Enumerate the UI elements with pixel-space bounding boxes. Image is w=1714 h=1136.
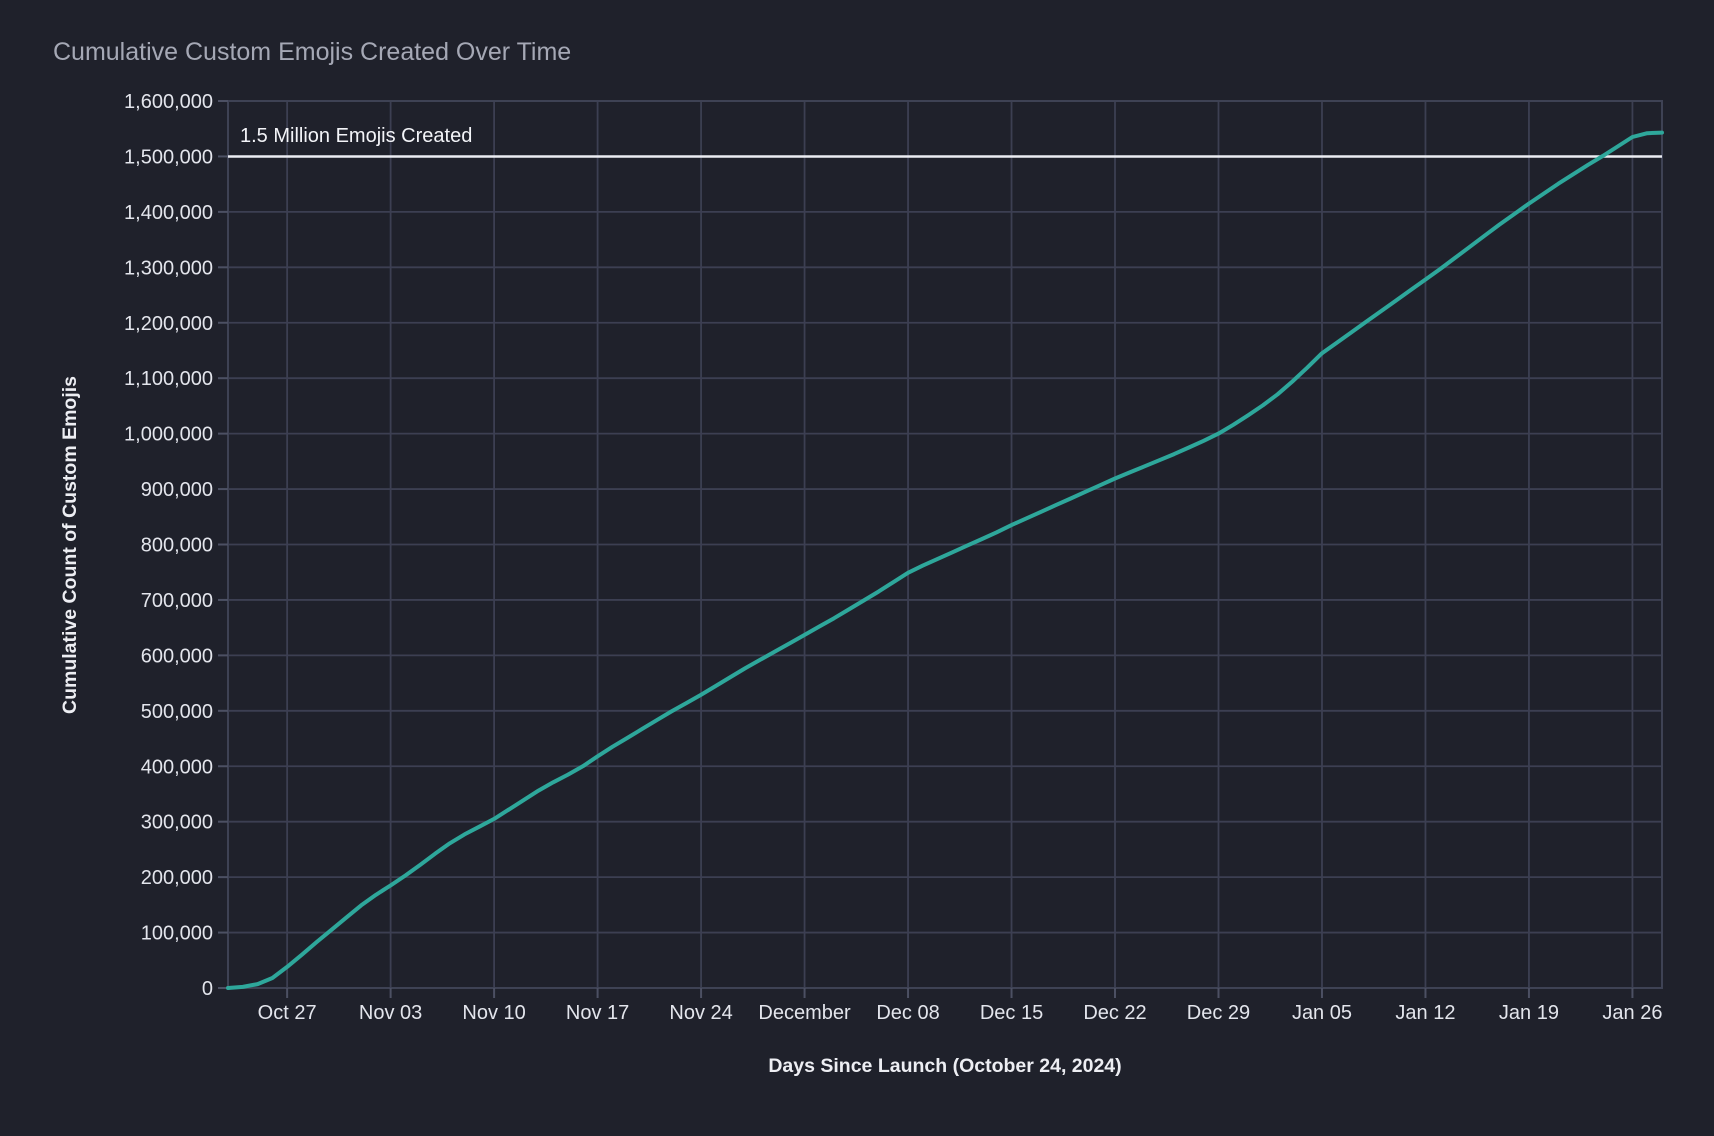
x-tick-label: Oct 27 — [258, 1002, 317, 1024]
x-tick-label: December — [758, 1002, 851, 1024]
grid-layer — [227, 100, 1663, 989]
x-tick-label: Dec 29 — [1187, 1002, 1250, 1024]
x-tick-label: Dec 22 — [1083, 1002, 1146, 1024]
y-tick-label: 900,000 — [141, 479, 213, 501]
y-tick-label: 100,000 — [141, 923, 213, 945]
y-tick-label: 700,000 — [141, 590, 213, 612]
x-tick-label: Dec 15 — [980, 1002, 1043, 1024]
x-axis-title: Days Since Launch (October 24, 2024) — [768, 1055, 1121, 1077]
tick-layer: 0 100,000 200,000 300,000 400,000 500,000 600,… — [124, 91, 1662, 1024]
x-tick-label: Nov 17 — [566, 1002, 629, 1024]
y-axis-title: Cumulative Count of Custom Emojis — [59, 376, 81, 714]
y-tick-label: 800,000 — [141, 535, 213, 557]
x-tick-label: Jan 26 — [1602, 1002, 1662, 1024]
y-tick-label: 1,000,000 — [124, 424, 213, 446]
y-tick-label: 500,000 — [141, 701, 213, 723]
x-tick-label: Jan 05 — [1292, 1002, 1352, 1024]
y-tick-label: 1,400,000 — [124, 202, 213, 224]
y-tick-label: 1,200,000 — [124, 313, 213, 335]
chart-title: Cumulative Custom Emojis Created Over Ti… — [53, 38, 571, 66]
series-layer — [226, 130, 1664, 990]
x-tick-label: Nov 03 — [359, 1002, 422, 1024]
y-tick-label: 200,000 — [141, 867, 213, 889]
y-tick-label: 400,000 — [141, 756, 213, 778]
y-tick-label: 600,000 — [141, 645, 213, 667]
series-line — [226, 130, 1664, 990]
x-tick-label: Jan 19 — [1499, 1002, 1559, 1024]
y-tick-label: 0 — [202, 978, 213, 1000]
x-tick-label: Jan 12 — [1395, 1002, 1455, 1024]
y-tick-label: 300,000 — [141, 812, 213, 834]
y-tick-label: 1,100,000 — [124, 368, 213, 390]
x-tick-label: Dec 08 — [876, 1002, 939, 1024]
y-tick-label: 1,600,000 — [124, 91, 213, 113]
y-tick-label: 1,500,000 — [124, 146, 213, 168]
x-tick-label: Nov 10 — [462, 1002, 525, 1024]
x-tick-label: Nov 24 — [669, 1002, 732, 1024]
y-tick-label: 1,300,000 — [124, 257, 213, 279]
reference-line-label: 1.5 Million Emojis Created — [240, 125, 472, 147]
